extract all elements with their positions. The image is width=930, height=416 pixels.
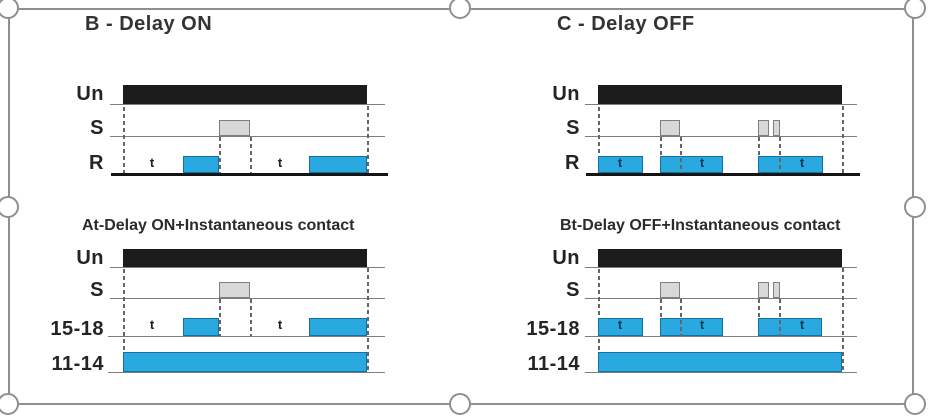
time-delay-label: t <box>699 155 705 170</box>
dashed-guide-line <box>219 137 221 173</box>
signal-baseline <box>585 136 857 138</box>
signal-baseline <box>585 267 857 269</box>
control-signal-pulse <box>773 120 780 136</box>
dashed-guide-line <box>779 137 781 173</box>
dashed-guide-line <box>598 107 600 173</box>
registration-circle <box>904 393 926 415</box>
signal-baseline <box>110 267 385 269</box>
time-delay-label: t <box>799 317 805 332</box>
signal-row-label: S <box>566 117 580 139</box>
signal-row-label: S <box>90 117 104 139</box>
signal-row-label: Un <box>552 83 580 105</box>
panel-title: C - Delay OFF <box>557 13 695 35</box>
signal-row-label: Un <box>76 247 104 269</box>
signal-baseline <box>108 336 385 338</box>
supply-voltage-bar <box>598 249 842 267</box>
dashed-guide-line <box>758 299 760 318</box>
dashed-guide-line <box>250 137 252 173</box>
signal-baseline <box>585 298 857 300</box>
control-signal-pulse <box>660 282 680 298</box>
signal-row-label: Un <box>552 247 580 269</box>
relay-output-pulse <box>598 156 643 173</box>
time-delay-label: t <box>617 317 623 332</box>
registration-circle <box>0 196 19 218</box>
relay-output-pulse <box>183 156 219 173</box>
time-delay-label: t <box>149 317 155 332</box>
signal-row-label: Un <box>76 83 104 105</box>
relay-output-pulse <box>183 318 219 336</box>
page-frame-border <box>8 8 914 405</box>
signal-baseline <box>110 298 385 300</box>
signal-baseline <box>110 136 385 138</box>
supply-voltage-bar <box>123 249 367 267</box>
registration-circle <box>904 196 926 218</box>
signal-row-label: R <box>89 152 104 174</box>
signal-baseline <box>111 173 388 176</box>
dashed-guide-line <box>660 137 662 173</box>
dashed-guide-line <box>842 106 844 173</box>
panel-title: At-Delay ON+Instantaneous contact <box>82 217 355 234</box>
dashed-guide-line <box>367 106 369 173</box>
signal-baseline <box>585 104 857 106</box>
signal-row-label: 15-18 <box>50 318 104 340</box>
relay-output-pulse <box>660 318 723 336</box>
time-delay-label: t <box>699 317 705 332</box>
relay-output-pulse <box>758 156 823 173</box>
time-delay-label: t <box>799 155 805 170</box>
dashed-guide-line <box>680 137 682 173</box>
relay-output-pulse <box>598 318 643 336</box>
dashed-guide-line <box>598 269 600 352</box>
supply-voltage-bar <box>123 85 367 104</box>
signal-row-label: 11-14 <box>527 353 580 375</box>
relay-output-pulse <box>309 156 367 173</box>
registration-circle <box>0 393 19 415</box>
dashed-guide-line <box>842 268 844 372</box>
control-signal-pulse <box>219 120 250 136</box>
supply-voltage-bar <box>598 85 842 104</box>
relay-output-pulse <box>598 352 842 372</box>
dashed-guide-line <box>660 299 662 318</box>
signal-baseline <box>585 336 857 338</box>
signal-baseline <box>108 372 385 374</box>
dashed-guide-line <box>779 299 781 336</box>
control-signal-pulse <box>758 120 769 136</box>
control-signal-pulse <box>219 282 250 298</box>
control-signal-pulse <box>773 282 780 298</box>
control-signal-pulse <box>660 120 680 136</box>
dashed-guide-line <box>758 137 760 173</box>
registration-circle <box>449 0 471 19</box>
signal-baseline <box>110 104 385 106</box>
time-delay-label: t <box>617 155 623 170</box>
time-delay-label: t <box>149 155 155 170</box>
signal-row-label: 15-18 <box>526 318 580 340</box>
dashed-guide-line <box>219 299 221 336</box>
signal-baseline <box>586 173 860 176</box>
relay-output-pulse <box>309 318 367 336</box>
signal-row-label: S <box>566 279 580 301</box>
time-delay-label: t <box>277 317 283 332</box>
panel-title: Bt-Delay OFF+Instantaneous contact <box>560 217 841 234</box>
dashed-guide-line <box>123 269 125 352</box>
signal-row-label: S <box>90 279 104 301</box>
registration-circle <box>0 0 19 19</box>
registration-circle <box>449 393 471 415</box>
signal-row-label: 11-14 <box>51 353 104 375</box>
registration-circle <box>904 0 926 19</box>
panel-title: B - Delay ON <box>85 13 213 35</box>
relay-output-pulse <box>123 352 367 372</box>
signal-row-label: R <box>565 152 580 174</box>
time-delay-label: t <box>277 155 283 170</box>
relay-output-pulse <box>660 156 723 173</box>
relay-output-pulse <box>758 318 822 336</box>
dashed-guide-line <box>680 299 682 336</box>
signal-baseline <box>585 372 857 374</box>
control-signal-pulse <box>758 282 769 298</box>
dashed-guide-line <box>250 299 252 336</box>
dashed-guide-line <box>367 268 369 372</box>
dashed-guide-line <box>123 107 125 173</box>
